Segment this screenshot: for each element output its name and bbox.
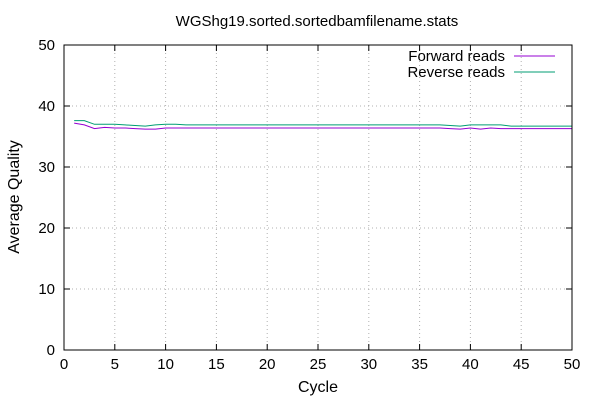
legend-label-2: Reverse reads xyxy=(407,64,505,81)
x-tick-label: 50 xyxy=(564,356,581,373)
legend-label-1: Forward reads xyxy=(408,48,505,65)
series-group xyxy=(74,120,572,130)
y-tick-label: 50 xyxy=(38,37,55,54)
x-tick-label: 20 xyxy=(259,356,276,373)
y-axis-label: Average Quality xyxy=(6,140,23,254)
x-tick-label: 10 xyxy=(157,356,174,373)
y-tick-label: 0 xyxy=(47,342,55,359)
x-tick-label: 5 xyxy=(111,356,119,373)
y-tick-label: 20 xyxy=(38,220,55,237)
grid xyxy=(64,45,572,350)
x-tick-label: 0 xyxy=(60,356,68,373)
x-tick-label: 40 xyxy=(462,356,479,373)
y-tick-label: 30 xyxy=(38,159,55,176)
x-tick-label: 25 xyxy=(310,356,327,373)
x-tick-label: 35 xyxy=(411,356,428,373)
x-tick-label: 15 xyxy=(208,356,225,373)
ticks: 0 5 10 15 20 25 30 35 40 45 50 0 10 20 30 40 50 xyxy=(38,37,580,373)
x-tick-label: 30 xyxy=(360,356,377,373)
x-tick-label: 45 xyxy=(513,356,530,373)
x-axis-label: Cycle xyxy=(298,379,338,396)
series-line-2 xyxy=(74,120,572,127)
y-tick-label: 40 xyxy=(38,98,55,115)
chart-title: WGShg19.sorted.sortedbamfilename.stats xyxy=(176,13,459,30)
series-line-1 xyxy=(74,122,572,130)
y-tick-label: 10 xyxy=(38,281,55,298)
